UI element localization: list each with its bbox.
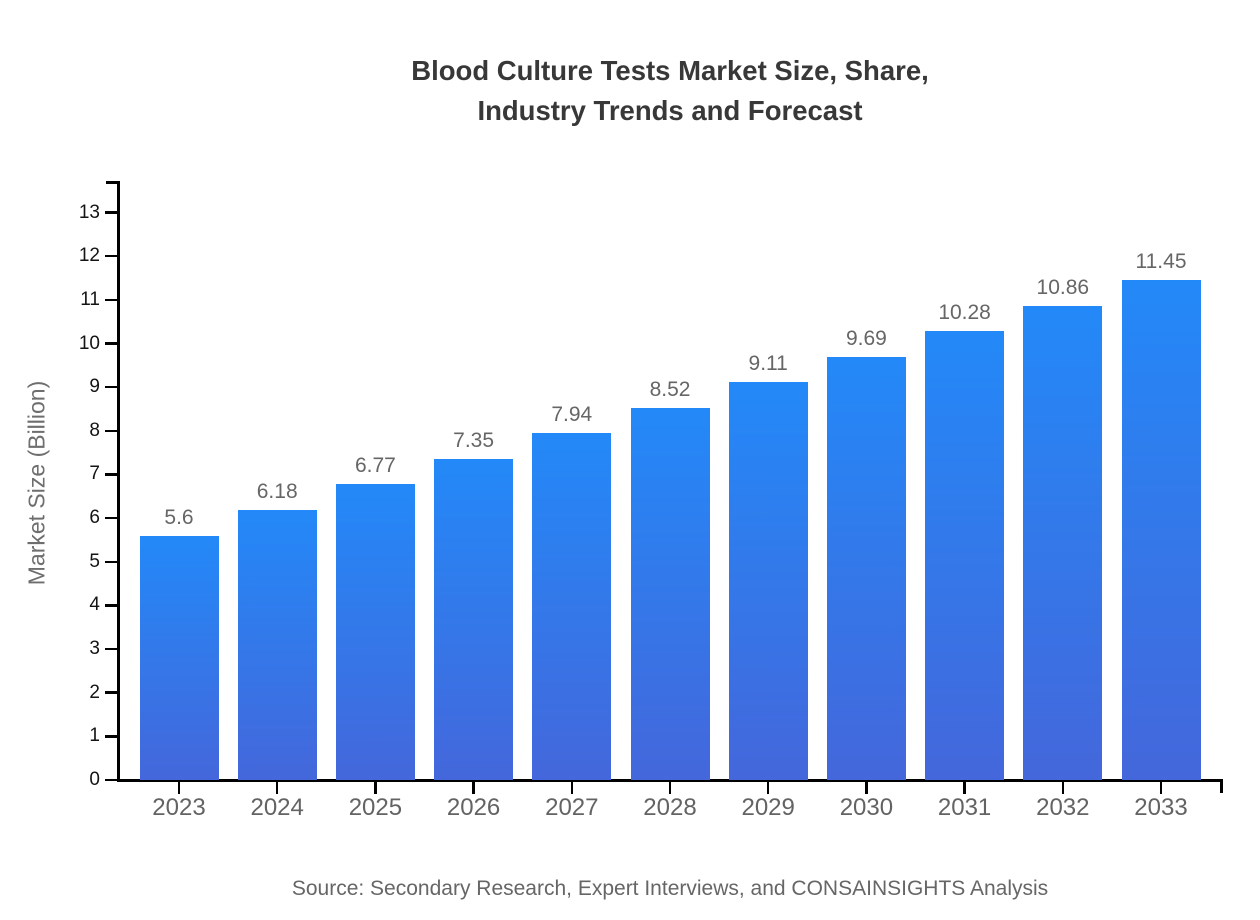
y-tick-label: 11 (80, 288, 100, 310)
y-tick-label: 10 (78, 332, 100, 354)
x-tick-label: 2029 (741, 794, 795, 821)
y-tick-label: 3 (89, 638, 100, 660)
x-axis-end-cap (1220, 779, 1223, 793)
y-tick (105, 211, 118, 214)
y-tick-label: 8 (89, 419, 100, 441)
bar (335, 484, 415, 780)
y-tick (105, 298, 118, 302)
bar (630, 408, 710, 780)
y-tick-label: 0 (89, 769, 100, 790)
x-tick (963, 782, 966, 794)
bar-value-label: 9.11 (748, 352, 788, 376)
x-tick (865, 782, 868, 794)
bar (532, 433, 612, 780)
y-tick (105, 604, 118, 607)
bar (237, 510, 317, 780)
y-tick-label: 2 (89, 681, 100, 703)
y-axis-line (117, 181, 120, 782)
x-tick-label: 2026 (446, 794, 501, 821)
chart-title-line-2: Industry Trends and Forecast (477, 95, 863, 126)
x-tick (177, 782, 181, 794)
y-axis-top-cap (106, 181, 120, 184)
x-tick (1061, 782, 1065, 794)
bar-value-label: 6.18 (256, 480, 298, 504)
bar (1023, 305, 1103, 780)
x-tick (668, 782, 672, 794)
x-tick (275, 782, 279, 794)
y-tick (105, 385, 118, 389)
source-note: Source: Secondary Research, Expert Inter… (291, 877, 1049, 900)
x-tick (1159, 782, 1163, 794)
y-tick (105, 778, 118, 782)
x-tick (766, 782, 770, 794)
bar (826, 357, 906, 780)
y-tick-label: 4 (89, 594, 100, 616)
x-tick-label: 2028 (643, 794, 697, 821)
y-tick-label: 9 (89, 376, 100, 398)
y-tick-label: 1 (89, 725, 100, 747)
y-tick (105, 254, 118, 258)
y-tick (105, 429, 118, 433)
bar-value-label: 5.6 (164, 505, 194, 529)
x-tick (374, 782, 377, 794)
x-axis-line (117, 779, 1223, 782)
x-tick-label: 2025 (348, 794, 403, 821)
y-tick (105, 560, 118, 563)
x-tick (472, 782, 475, 794)
bar-value-label: 11.45 (1135, 250, 1187, 274)
y-tick-label: 6 (89, 507, 100, 529)
chart-title-line-1: Blood Culture Tests Market Size, Share, (411, 55, 929, 86)
y-tick (105, 516, 118, 520)
x-tick (570, 782, 574, 794)
x-tick-label: 2031 (937, 794, 992, 821)
bar-value-label: 10.28 (938, 301, 991, 325)
bar (434, 459, 514, 780)
bar (925, 331, 1005, 780)
y-tick-label: 5 (89, 550, 100, 572)
bar (728, 382, 808, 780)
x-tick-label: 2024 (250, 794, 304, 821)
y-tick (105, 473, 118, 476)
x-tick-label: 2027 (545, 794, 599, 821)
bar (139, 535, 219, 780)
y-tick-label: 7 (89, 463, 100, 485)
y-tick (105, 647, 118, 651)
x-tick-label: 2033 (1134, 794, 1188, 821)
y-tick (105, 342, 118, 345)
x-tick-label: 2023 (152, 794, 206, 821)
bar-value-label: 6.77 (354, 454, 396, 478)
y-tick (105, 735, 118, 738)
bar-value-label: 7.94 (551, 403, 593, 427)
y-tick-label: 13 (78, 201, 100, 223)
x-tick-label: 2032 (1036, 794, 1090, 821)
bar-value-label: 7.35 (453, 429, 495, 453)
bar (1121, 280, 1201, 780)
chart-title: Blood Culture Tests Market Size, Share, … (118, 51, 1222, 131)
bar-value-label: 10.86 (1036, 275, 1090, 299)
bar-value-label: 9.69 (845, 327, 887, 351)
bar-value-label: 8.52 (649, 378, 691, 402)
x-tick-label: 2030 (839, 794, 894, 821)
y-tick (105, 691, 118, 694)
y-tick-label: 12 (78, 245, 100, 267)
